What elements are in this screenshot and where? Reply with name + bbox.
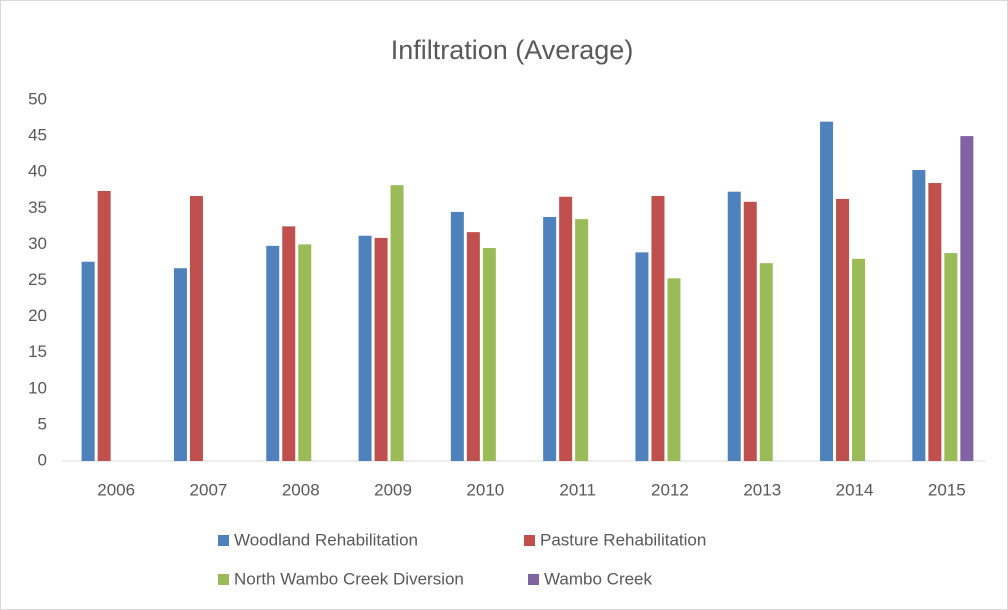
legend-swatch	[218, 535, 229, 546]
y-tick-label: 10	[28, 378, 47, 397]
y-tick-label: 45	[28, 126, 47, 145]
y-tick-label: 0	[38, 450, 47, 469]
bar	[651, 196, 665, 461]
bar	[912, 170, 926, 461]
legend-label: Woodland Rehabilitation	[234, 530, 418, 549]
legend-swatch	[524, 535, 535, 546]
x-tick-label: 2012	[651, 480, 689, 499]
y-tick-label: 35	[28, 198, 47, 217]
legend-swatch	[528, 574, 539, 585]
x-tick-label: 2009	[374, 480, 412, 499]
x-tick-label: 2007	[190, 480, 228, 499]
bar	[97, 190, 111, 462]
y-tick-label: 40	[28, 162, 47, 181]
bar	[667, 278, 681, 461]
bar	[282, 226, 296, 461]
bar	[358, 235, 372, 461]
bar	[928, 183, 942, 461]
bar	[727, 191, 741, 461]
bar	[266, 245, 280, 461]
bar	[450, 211, 464, 461]
bar	[820, 121, 834, 461]
bar	[575, 219, 589, 461]
x-tick-label: 2011	[559, 480, 596, 499]
y-tick-label: 20	[28, 306, 47, 325]
legend-label: North Wambo Creek Diversion	[234, 569, 464, 588]
chart-title: Infiltration (Average)	[391, 35, 634, 65]
bar	[836, 198, 850, 461]
bar	[374, 237, 388, 461]
x-tick-label: 2006	[97, 480, 135, 499]
bar	[944, 253, 958, 461]
legend-swatch	[218, 574, 229, 585]
bar	[960, 136, 974, 461]
y-tick-label: 5	[38, 414, 47, 433]
bar	[390, 185, 404, 462]
bar	[466, 232, 480, 461]
bar	[559, 196, 573, 462]
x-tick-label: 2014	[836, 480, 874, 499]
x-tick-label: 2015	[928, 480, 966, 499]
legend-label: Pasture Rehabilitation	[540, 530, 706, 549]
bar	[81, 261, 95, 461]
bar	[298, 244, 312, 461]
bar	[635, 252, 649, 461]
x-tick-label: 2010	[466, 480, 504, 499]
y-tick-label: 50	[28, 89, 47, 108]
bar	[543, 216, 557, 461]
legend-label: Wambo Creek	[544, 569, 653, 588]
x-tick-label: 2013	[743, 480, 781, 499]
bar	[173, 268, 187, 461]
bar	[482, 248, 496, 461]
bar	[759, 263, 773, 461]
y-tick-label: 30	[28, 234, 47, 253]
bar	[852, 258, 866, 461]
bar	[189, 196, 203, 461]
y-tick-label: 15	[28, 342, 47, 361]
bar	[743, 201, 757, 461]
y-tick-label: 25	[28, 270, 47, 289]
x-tick-label: 2008	[282, 480, 320, 499]
